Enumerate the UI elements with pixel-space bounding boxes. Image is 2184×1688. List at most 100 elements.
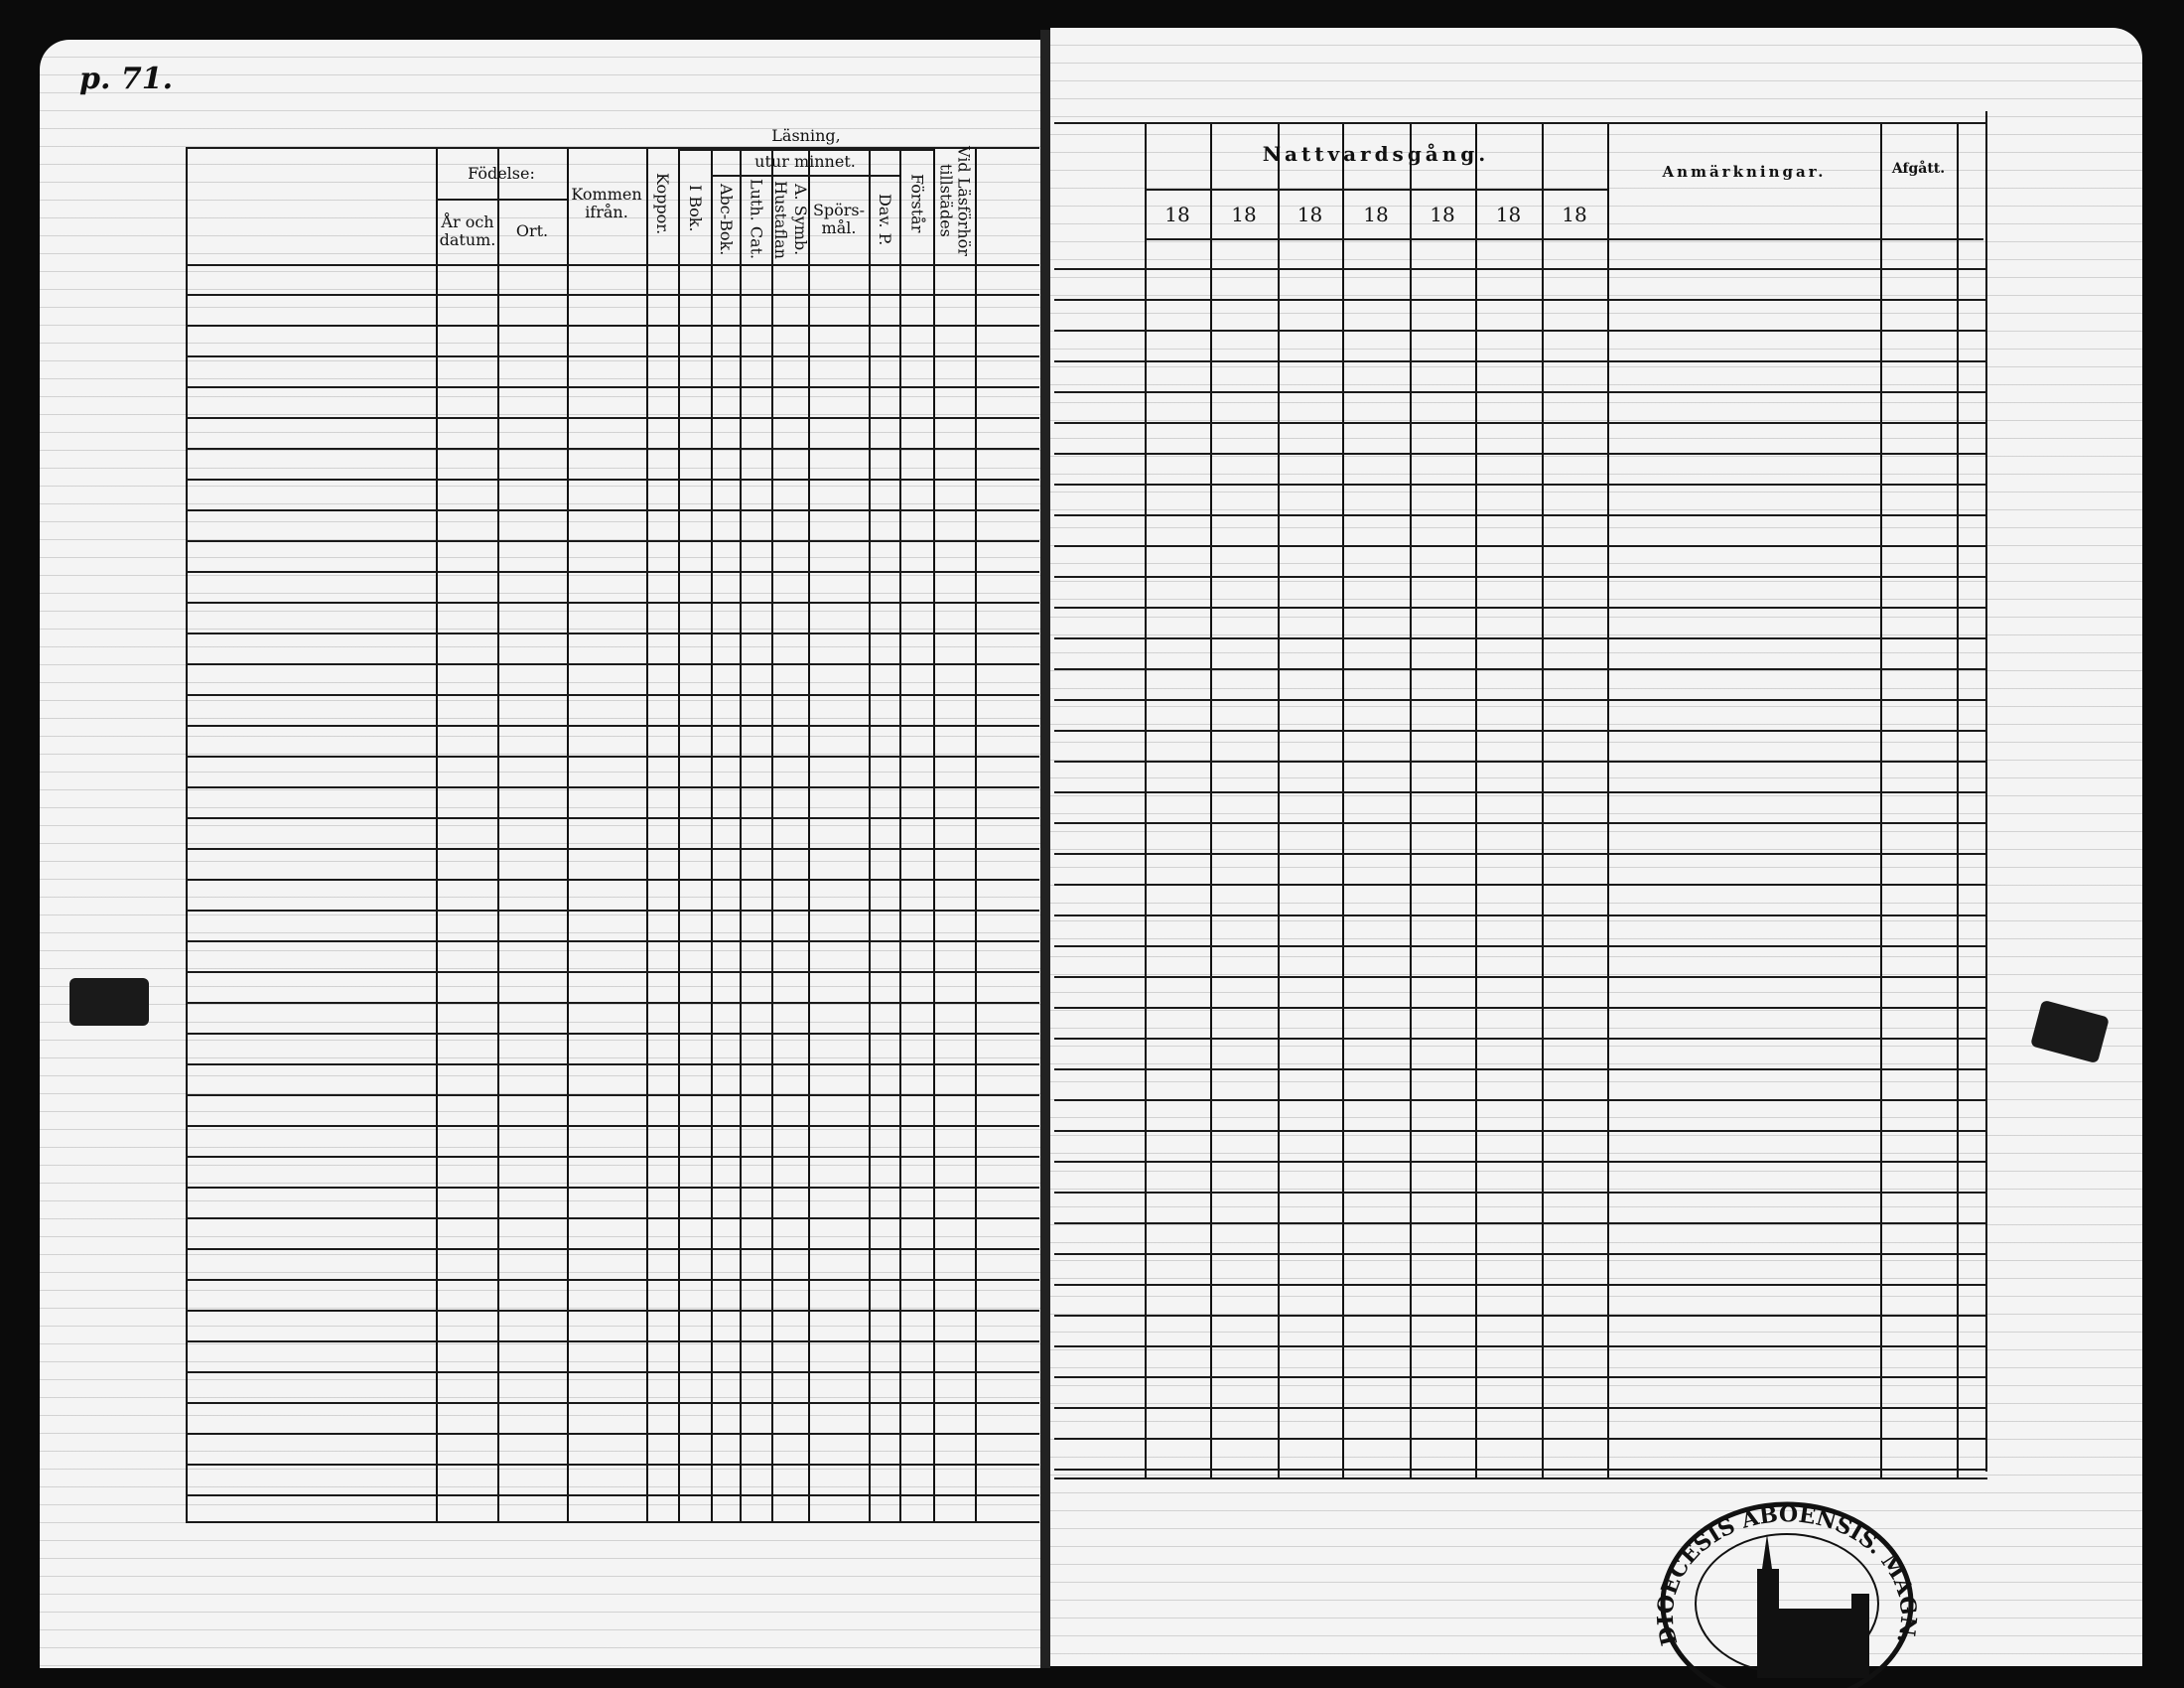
row-rule xyxy=(186,509,1039,511)
row-rule xyxy=(1054,1469,1987,1471)
row-rule xyxy=(186,479,1039,481)
column-rule xyxy=(1607,122,1609,1477)
column-rule xyxy=(678,147,680,1522)
header-i-bok: I Bok. xyxy=(686,185,705,232)
row-rule xyxy=(1054,637,1987,639)
header-hustaflan: Hustaflan xyxy=(771,180,790,259)
row-rule xyxy=(186,1094,1039,1096)
column-rule xyxy=(1145,122,1147,1477)
row-rule xyxy=(1054,545,1987,547)
row-rule xyxy=(186,633,1039,634)
column-rule xyxy=(1210,122,1212,1477)
row-rule xyxy=(186,1464,1039,1466)
row-rule xyxy=(1054,268,1987,270)
column-rule xyxy=(567,147,569,1522)
header-koppor: Koppor. xyxy=(653,172,672,235)
row-rule xyxy=(1054,391,1987,393)
row-rule xyxy=(186,1125,1039,1127)
row-rule xyxy=(186,694,1039,696)
row-rule xyxy=(186,1217,1039,1219)
row-rule xyxy=(1054,1376,1987,1378)
row-rule xyxy=(186,756,1039,758)
row-rule xyxy=(1054,330,1987,332)
header-anmarkningar: Anmärkningar. xyxy=(1662,163,1827,181)
row-rule xyxy=(186,1187,1039,1189)
column-rule xyxy=(1475,122,1477,1477)
row-rule xyxy=(186,910,1039,912)
column-rule xyxy=(1957,122,1959,1477)
row-rule xyxy=(186,1033,1039,1035)
header-sporsmal: Spörs-mål. xyxy=(812,201,866,237)
diocese-stamp: DIOECESIS ABOENSIS. MAGN. FINL. xyxy=(1648,1494,1921,1688)
row-rule xyxy=(1054,1038,1987,1040)
row-rule xyxy=(186,1063,1039,1065)
header-year-7: 18 xyxy=(1562,203,1587,226)
page-number: p. 71. xyxy=(79,62,174,96)
table-top-rule xyxy=(186,147,1039,149)
row-rule xyxy=(1054,914,1987,916)
column-rule xyxy=(711,147,713,1522)
header-nattvardsgang: Nattvardsgång. xyxy=(1262,142,1490,166)
row-rule xyxy=(1054,1161,1987,1163)
nattvard-rule xyxy=(1145,189,1607,191)
column-rule xyxy=(497,147,499,1522)
header-dav-p: Dav. P. xyxy=(876,193,894,246)
row-rule xyxy=(186,355,1039,357)
row-rule xyxy=(186,417,1039,419)
left-page xyxy=(40,40,1042,1668)
column-rule xyxy=(1342,122,1344,1477)
book-gutter xyxy=(1040,30,1050,1668)
row-rule xyxy=(1054,1284,1987,1286)
header-vid-lasforhor: Vid Läsförhör tillstädes xyxy=(936,145,974,256)
header-luth-cat: Luth. Cat. xyxy=(747,179,766,260)
header-forstar: Förstår xyxy=(907,174,927,233)
row-rule xyxy=(186,1340,1039,1342)
row-rule xyxy=(1054,668,1987,670)
row-rule xyxy=(1054,1315,1987,1317)
column-rule xyxy=(1278,122,1280,1477)
header-year-4: 18 xyxy=(1363,203,1389,226)
header-year-5: 18 xyxy=(1430,203,1455,226)
row-rule xyxy=(186,725,1039,727)
header-a-symb: A. Symb. xyxy=(791,183,810,256)
row-rule xyxy=(186,817,1039,819)
header-fodelse: Födelse: xyxy=(468,164,535,183)
header-ar-och-datum: År och datum. xyxy=(439,212,496,249)
header-year-1: 18 xyxy=(1164,203,1190,226)
row-rule xyxy=(186,325,1039,327)
column-rule xyxy=(899,147,901,1522)
row-rule xyxy=(1054,945,1987,947)
row-rule xyxy=(1054,1192,1987,1194)
header-year-6: 18 xyxy=(1495,203,1522,226)
header-abc-bok: Abc-Bok. xyxy=(717,183,736,256)
column-rule xyxy=(436,147,438,1522)
row-rule xyxy=(1054,1407,1987,1409)
row-rule xyxy=(186,1156,1039,1158)
row-rule xyxy=(1054,884,1987,886)
column-rule xyxy=(186,147,188,1522)
row-rule xyxy=(1054,853,1987,855)
row-rule xyxy=(1054,1438,1987,1440)
row-rule xyxy=(1054,360,1987,362)
row-rule xyxy=(1054,453,1987,455)
row-rule xyxy=(186,663,1039,665)
column-rule xyxy=(933,147,935,1522)
row-rule xyxy=(186,1248,1039,1250)
row-rule xyxy=(186,1279,1039,1281)
row-rule xyxy=(186,1494,1039,1496)
row-rule xyxy=(1054,1099,1987,1101)
row-rule xyxy=(186,386,1039,388)
row-rule xyxy=(1054,484,1987,486)
row-rule xyxy=(1054,822,1987,824)
header-kommen-ifran: Kommen ifrån. xyxy=(571,185,642,221)
header-bottom-rule xyxy=(186,264,1039,266)
row-rule xyxy=(186,879,1039,881)
row-rule xyxy=(186,1310,1039,1312)
row-rule xyxy=(1054,1222,1987,1224)
table-top-rule xyxy=(1054,122,1987,124)
row-rule xyxy=(1054,1345,1987,1347)
row-rule xyxy=(1054,607,1987,609)
row-rule xyxy=(1054,422,1987,424)
row-rule xyxy=(1054,1253,1987,1255)
header-year-3: 18 xyxy=(1297,203,1323,226)
